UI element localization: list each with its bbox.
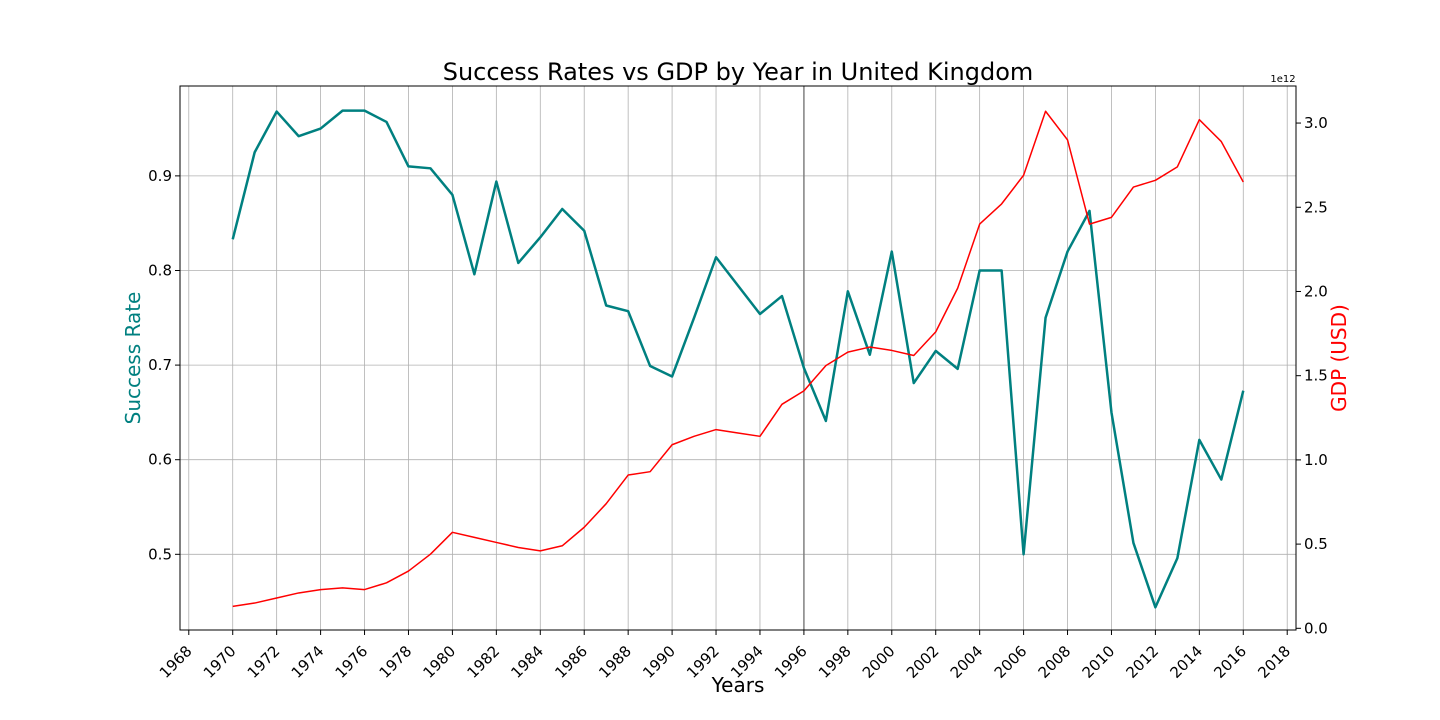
x-tick-label: 2000	[859, 642, 899, 682]
grid	[180, 86, 1296, 630]
y-axis-right-ticks: 0.0 0.5 1.0 1.5 2.0 2.5 3.0	[1296, 114, 1328, 637]
x-tick-label: 2014	[1166, 642, 1206, 682]
y-right-tick-label: 0.0	[1304, 619, 1328, 637]
x-tick-label: 2008	[1035, 642, 1075, 682]
y-right-tick-label: 3.0	[1304, 114, 1328, 132]
x-tick-label: 1976	[332, 642, 372, 682]
success-rate-line	[231, 109, 1245, 609]
x-tick-label: 1984	[507, 642, 547, 682]
x-tick-label: 1986	[551, 642, 591, 682]
y-left-tick-label: 0.6	[148, 451, 172, 469]
y-right-tick-label: 0.5	[1304, 535, 1328, 553]
x-tick-label: 1990	[639, 642, 679, 682]
x-tick-label: 1988	[595, 642, 635, 682]
x-tick-label: 1980	[420, 642, 460, 682]
x-tick-label: 2002	[903, 642, 943, 682]
x-tick-label: 1982	[463, 642, 503, 682]
x-tick-label: 2016	[1210, 642, 1250, 682]
x-tick-label: 1974	[288, 642, 328, 682]
y-axis-left-ticks: 0.5 0.6 0.7 0.8 0.9	[148, 167, 180, 563]
x-tick-label: 2004	[947, 642, 987, 682]
y-left-tick-label: 0.9	[148, 167, 172, 185]
x-tick-label: 1996	[771, 642, 811, 682]
y-axis-left-label: Success Rate	[121, 292, 145, 425]
x-tick-label: 1998	[815, 642, 855, 682]
y-left-tick-label: 0.7	[148, 356, 172, 374]
chart-title: Success Rates vs GDP by Year in United K…	[443, 58, 1034, 86]
series-layer	[231, 109, 1245, 609]
y-left-tick-label: 0.5	[148, 545, 172, 563]
y-right-tick-label: 2.5	[1304, 198, 1328, 216]
y-axis-right-offset-text: 1e12	[1270, 74, 1295, 85]
y-left-tick-label: 0.8	[148, 261, 172, 279]
y-axis-right-label: GDP (USD)	[1327, 304, 1351, 412]
x-axis-label: Years	[711, 673, 765, 697]
x-tick-label: 2010	[1079, 642, 1119, 682]
y-right-tick-label: 1.0	[1304, 451, 1328, 469]
x-tick-label: 1968	[156, 642, 196, 682]
x-tick-label: 2006	[991, 642, 1031, 682]
y-right-tick-label: 2.0	[1304, 282, 1328, 300]
x-tick-label: 2012	[1122, 642, 1162, 682]
x-tick-label: 1972	[244, 642, 284, 682]
x-tick-label: 1970	[200, 642, 240, 682]
gdp-line	[232, 110, 1244, 608]
y-right-tick-label: 1.5	[1304, 367, 1328, 385]
x-tick-label: 1978	[376, 642, 416, 682]
plot-frame	[179, 85, 1297, 631]
x-tick-label: 2018	[1254, 642, 1294, 682]
